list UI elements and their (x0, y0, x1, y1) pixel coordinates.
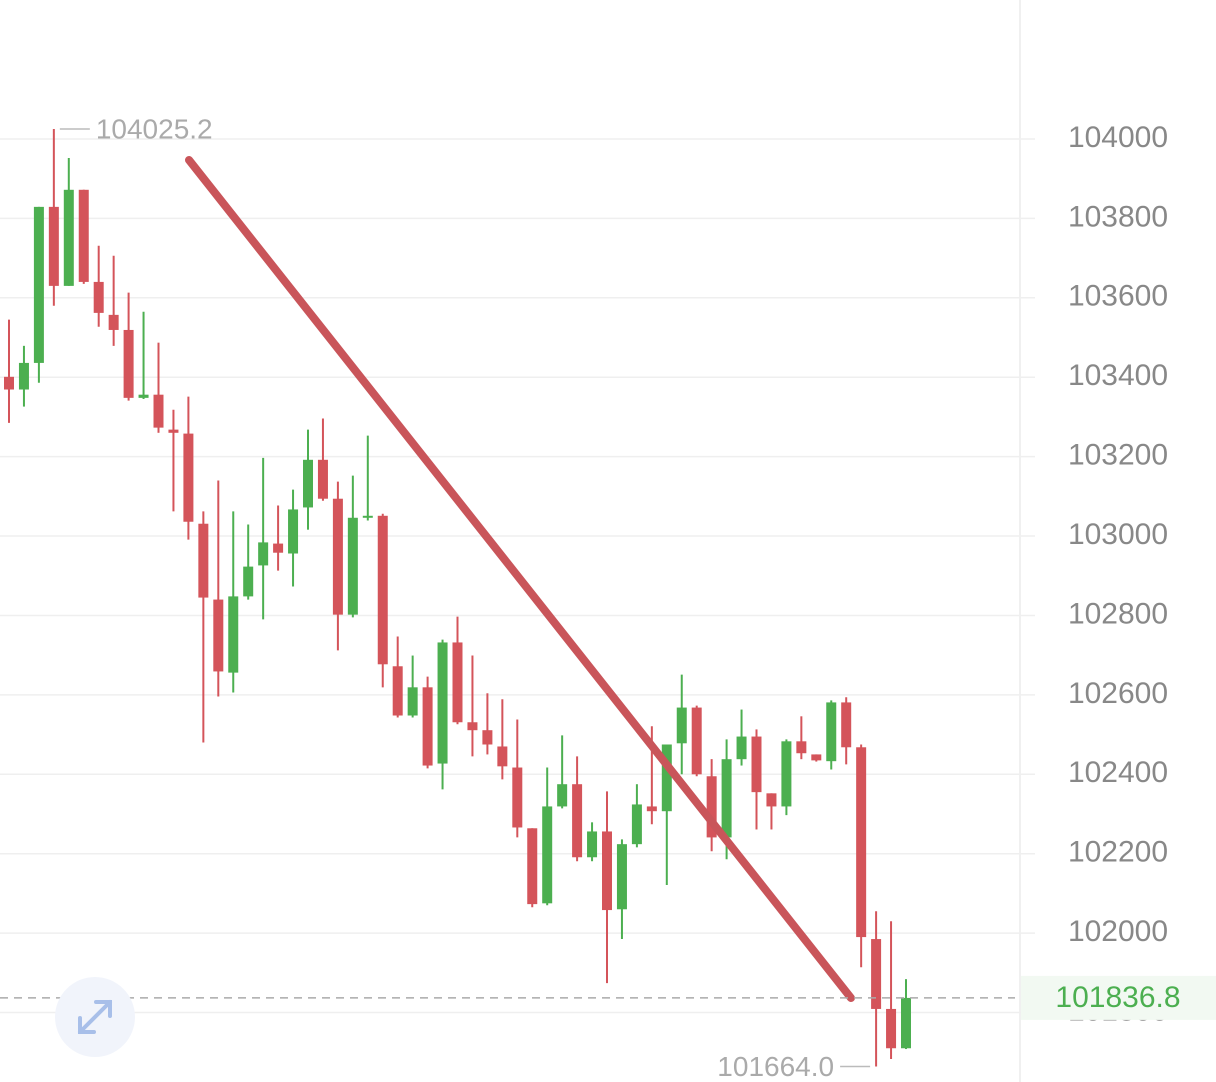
candle-body (781, 741, 792, 807)
candle-body (4, 376, 14, 390)
candle-body (886, 1008, 897, 1049)
candle-body (347, 517, 358, 615)
candle-body (841, 702, 852, 748)
candle-body (482, 730, 493, 745)
candle-body (183, 433, 194, 522)
candle-body (901, 997, 911, 1049)
candle-body (198, 523, 209, 598)
candle-body (572, 784, 583, 858)
candle-body (527, 828, 538, 905)
candle-body (317, 459, 328, 499)
candle-body (721, 759, 732, 838)
candle-body (736, 736, 747, 760)
candle-body (646, 806, 657, 812)
candle-body (512, 767, 523, 828)
candle-body (332, 498, 343, 615)
candle-body (676, 707, 687, 744)
candle-body (616, 844, 627, 910)
candle-body (751, 736, 762, 793)
trend-line (185, 156, 855, 1002)
candle-body (258, 542, 269, 566)
y-tick-label: 104000 (1068, 121, 1168, 154)
candle-body (587, 831, 598, 858)
candle-body (123, 329, 134, 398)
candle-body (18, 362, 29, 390)
candle-body (362, 515, 373, 518)
candle-body (811, 754, 822, 761)
max-label: 104025.2 (96, 113, 213, 144)
candle-body (706, 776, 717, 838)
candle-body (796, 741, 807, 754)
y-tick-label: 103000 (1068, 518, 1168, 551)
candle-body (631, 804, 642, 845)
candle-body (452, 642, 463, 723)
candle-body (392, 666, 403, 716)
y-tick-label: 103800 (1068, 200, 1168, 233)
candle-body (33, 206, 44, 363)
candle-body (602, 831, 612, 911)
candle-body (557, 784, 568, 807)
candle-body (213, 599, 224, 672)
candle-body (661, 744, 672, 812)
candle-body (856, 747, 867, 938)
candle-body (93, 281, 104, 313)
candle-body (377, 515, 388, 665)
candle-body (497, 746, 508, 767)
y-tick-label: 103200 (1068, 439, 1168, 472)
candle-body (871, 939, 882, 1009)
y-tick-label: 103400 (1068, 359, 1168, 392)
y-tick-label: 103600 (1068, 280, 1168, 313)
candle-body (542, 806, 553, 904)
candle-body (691, 707, 702, 775)
last-price-label: 101836.8 (1055, 981, 1180, 1014)
candle-body (48, 206, 59, 286)
candle-body (407, 687, 418, 716)
candle-body (63, 189, 74, 286)
y-tick-label: 102000 (1068, 915, 1168, 948)
candle-body (228, 596, 239, 673)
min-label: 101664.0 (717, 1051, 834, 1082)
candle-body (138, 394, 149, 398)
candle-body (168, 429, 179, 433)
candle-body (288, 509, 299, 554)
y-tick-label: 102200 (1068, 836, 1168, 869)
candle-body (78, 189, 89, 282)
candle-body (437, 642, 448, 764)
candle-body (826, 702, 837, 762)
candle-body (273, 543, 284, 553)
expand-button[interactable] (55, 977, 135, 1057)
candle-body (108, 314, 119, 330)
candle-body (303, 459, 313, 508)
y-tick-label: 102400 (1068, 756, 1168, 789)
y-tick-label: 102800 (1068, 597, 1168, 630)
candle-body (243, 566, 254, 597)
last-price-box (1021, 975, 1216, 1020)
candle-body (422, 687, 433, 766)
candle-body (766, 793, 777, 807)
candle-body (153, 394, 164, 428)
y-tick-label: 102600 (1068, 677, 1168, 710)
candle-body (467, 722, 478, 731)
